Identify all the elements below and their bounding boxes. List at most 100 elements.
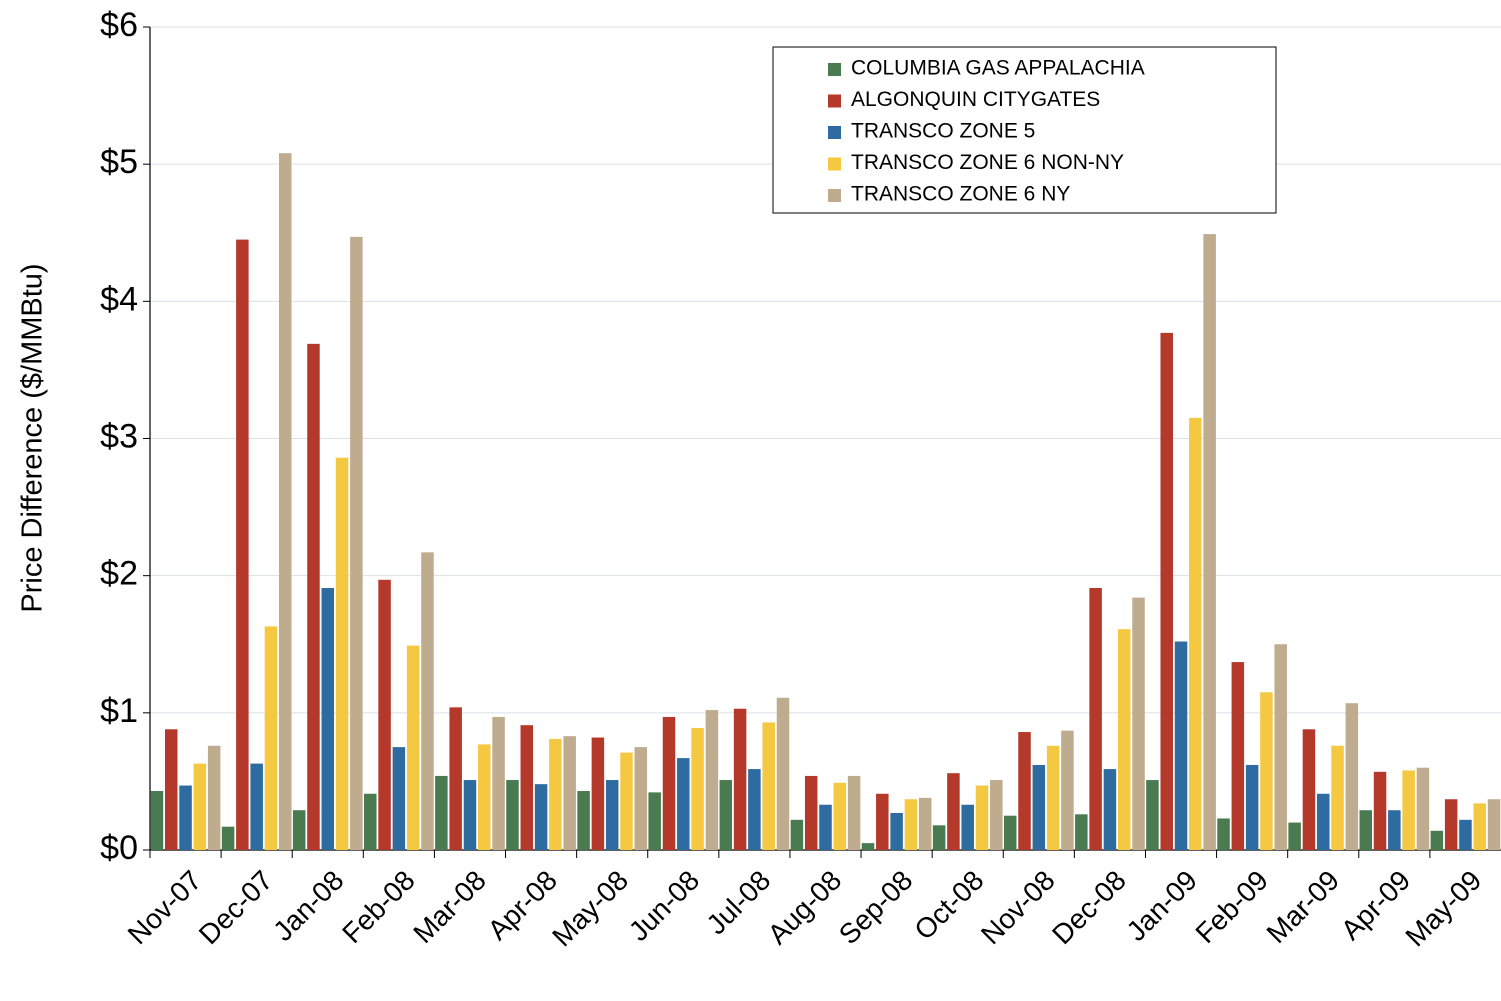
legend-swatch — [828, 157, 841, 171]
x-tick-label: Mar-09 — [1261, 864, 1346, 949]
bar — [1430, 830, 1444, 850]
bar — [1132, 597, 1145, 850]
x-tick-label: Feb-09 — [1189, 864, 1274, 949]
bar — [1117, 629, 1131, 850]
bar — [1003, 815, 1017, 850]
bar — [1402, 770, 1415, 850]
bar — [1160, 332, 1173, 850]
bar — [1146, 780, 1159, 850]
x-tick-label: Mar-08 — [407, 864, 492, 949]
bar — [350, 236, 363, 851]
bar — [549, 738, 562, 850]
legend-swatch — [828, 126, 841, 139]
bar — [790, 819, 804, 850]
x-tick-label: Nov-07 — [122, 864, 208, 950]
y-axis-label: Price Difference ($/MMBtu) — [17, 263, 49, 612]
bar — [1316, 793, 1330, 850]
bar — [1302, 729, 1316, 850]
bar — [335, 457, 349, 850]
legend-swatch — [828, 189, 841, 202]
bar — [492, 716, 505, 850]
x-tick-label: Jan-09 — [1121, 864, 1203, 946]
bar — [975, 785, 989, 850]
x-tick-label: May-09 — [1399, 864, 1487, 952]
bar — [478, 744, 491, 850]
bar — [506, 780, 519, 850]
bar — [1203, 234, 1216, 850]
bar — [1288, 822, 1301, 850]
bar — [520, 725, 534, 850]
bar — [449, 707, 462, 850]
bar — [392, 747, 406, 850]
bar — [421, 552, 434, 850]
bar — [221, 826, 235, 850]
bar — [321, 588, 335, 850]
bar — [1473, 803, 1486, 850]
bar — [1032, 764, 1046, 850]
bar — [961, 804, 974, 850]
y-tick-label: $6 — [100, 6, 138, 44]
bar — [677, 758, 690, 850]
y-tick-label: $5 — [100, 143, 138, 181]
bar — [1217, 818, 1230, 850]
x-tick-label: Dec-08 — [1046, 864, 1132, 950]
legend-label: TRANSCO ZONE 6 NY — [851, 183, 1070, 206]
bar — [1444, 799, 1458, 850]
bar — [947, 773, 960, 850]
bar — [833, 782, 847, 850]
bar — [990, 780, 1003, 850]
bar — [165, 729, 178, 850]
y-tick-label: $4 — [100, 280, 138, 318]
bar — [705, 710, 719, 850]
bar — [563, 736, 576, 850]
bar — [1331, 745, 1344, 850]
bar — [1046, 745, 1060, 850]
bar — [904, 799, 918, 850]
x-tick-label: May-08 — [546, 864, 634, 952]
bar — [1245, 764, 1259, 850]
bar — [534, 784, 548, 850]
bar — [733, 708, 747, 850]
bar — [918, 797, 932, 850]
bar — [890, 812, 903, 850]
bar — [861, 843, 875, 850]
bar — [279, 153, 292, 850]
bar — [378, 579, 391, 850]
legend-swatch — [828, 63, 841, 76]
y-tick-label: $1 — [100, 692, 138, 730]
x-tick-label: Feb-08 — [336, 864, 421, 949]
legend-box — [772, 46, 1277, 214]
bar — [634, 747, 648, 850]
bar — [1459, 819, 1472, 850]
bar — [1231, 662, 1245, 850]
bar — [1487, 799, 1501, 850]
bar — [804, 775, 818, 850]
x-tick-label: Nov-08 — [975, 864, 1061, 950]
legend-label: TRANSCO ZONE 5 — [851, 120, 1035, 143]
bar — [179, 785, 192, 850]
bar — [748, 769, 761, 850]
x-tick-label: Jan-08 — [267, 864, 349, 946]
x-tick-label: Jun-08 — [623, 864, 705, 946]
bar — [193, 763, 207, 850]
bar — [648, 792, 661, 850]
bar — [691, 727, 704, 850]
bar — [406, 645, 420, 850]
bar — [250, 763, 263, 850]
bar — [1174, 641, 1188, 850]
bar — [847, 775, 861, 850]
bar — [463, 780, 477, 850]
bar — [307, 343, 320, 850]
bar — [719, 780, 733, 850]
x-tick-label: Oct-08 — [908, 864, 989, 945]
y-tick-label: $3 — [100, 417, 138, 455]
bar — [207, 745, 221, 850]
bar — [1359, 810, 1372, 850]
bar — [1018, 732, 1031, 850]
bar — [1061, 730, 1074, 850]
bar — [1075, 814, 1088, 850]
bar — [577, 791, 590, 850]
y-tick-label: $0 — [100, 829, 138, 867]
bar — [1345, 703, 1359, 850]
